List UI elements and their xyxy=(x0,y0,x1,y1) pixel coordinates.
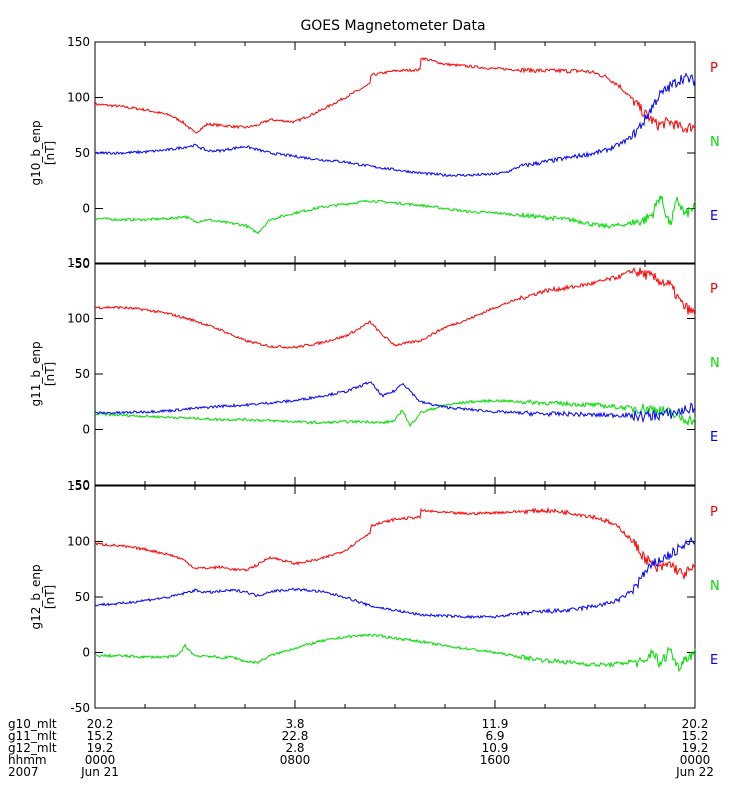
legend-P: P xyxy=(710,282,718,297)
y-tick-label: 150 xyxy=(67,35,90,49)
panel-3: 150 100 50 0 -50 g12_b_enp [nT] P N E xyxy=(29,479,720,715)
footer-value: 20.2 xyxy=(87,717,114,731)
y-tick-label: 100 xyxy=(67,91,90,105)
y-axis-label: g10_b_enp xyxy=(29,120,43,185)
legend-N: N xyxy=(710,135,720,150)
y-tick-label: -50 xyxy=(70,701,90,715)
footer-value: 0000 xyxy=(680,753,711,767)
y-tick-label: 100 xyxy=(67,312,90,326)
series-line-P xyxy=(94,57,696,134)
footer-row-label: hhmm xyxy=(8,753,47,767)
series-line-E xyxy=(94,536,696,620)
series-line-N xyxy=(94,398,696,427)
footer-value: 15.2 xyxy=(87,729,114,743)
footer-row-label: 2007 xyxy=(8,765,39,779)
legend-P: P xyxy=(710,61,718,76)
y-axis-unit: [nT] xyxy=(43,362,57,386)
footer-value: 19.2 xyxy=(87,741,114,755)
footer-value: Jun 22 xyxy=(675,765,714,779)
y-axis-label: g12_b_enp xyxy=(29,564,43,629)
footer-value: Jun 21 xyxy=(80,765,119,779)
footer-value: 3.8 xyxy=(285,717,304,731)
footer-value: 2.8 xyxy=(285,741,304,755)
y-tick-label: -50 xyxy=(70,478,90,492)
y-tick-label: 150 xyxy=(67,479,90,493)
series-line-E xyxy=(94,72,696,178)
panel-frame xyxy=(94,485,696,709)
series-line-E xyxy=(94,381,696,424)
y-tick-label: 150 xyxy=(67,256,90,270)
legend-N: N xyxy=(710,356,720,371)
y-tick-label: 0 xyxy=(82,202,90,216)
legend-E: E xyxy=(710,653,718,668)
chart-title: GOES Magnetometer Data xyxy=(300,18,485,34)
legend-P: P xyxy=(710,505,718,520)
y-tick-label: -50 xyxy=(70,257,90,271)
series-line-N xyxy=(94,195,696,235)
footer-row-label: g11_mlt xyxy=(8,729,57,743)
footer-row-label: g10_mlt xyxy=(8,717,57,731)
legend-N: N xyxy=(710,579,720,594)
footer-value: 20.2 xyxy=(682,717,709,731)
y-axis-label: g11_b_enp xyxy=(29,341,43,406)
series-line-P xyxy=(94,506,696,580)
footer-table: g10_mlt 20.2 3.8 11.9 20.2 g11_mlt 15.2 22.8 6.9… xyxy=(8,717,714,779)
y-axis-unit: [nT] xyxy=(43,585,57,609)
panel-frame xyxy=(94,262,696,486)
footer-value: 0000 xyxy=(85,753,116,767)
y-tick-label: 0 xyxy=(82,423,90,437)
legend-E: E xyxy=(710,430,718,445)
panel-1: 150 100 50 0 -50 g10_b_enp [nT] P N E xyxy=(29,35,720,271)
series-line-N xyxy=(94,633,696,673)
series-line-P xyxy=(94,267,696,349)
y-tick-label: 50 xyxy=(75,367,90,381)
footer-value: 1600 xyxy=(480,753,511,767)
y-axis-unit: [nT] xyxy=(43,141,57,165)
footer-value: 0800 xyxy=(280,753,311,767)
footer-row-label: g12_mlt xyxy=(8,741,57,755)
footer-value: 11.9 xyxy=(482,717,509,731)
panel-2: 150 100 50 0 -50 g11_b_enp [nT] P N E xyxy=(29,256,720,492)
y-tick-label: 50 xyxy=(75,146,90,160)
footer-value: 19.2 xyxy=(682,741,709,755)
footer-value: 22.8 xyxy=(282,729,309,743)
y-tick-label: 100 xyxy=(67,535,90,549)
legend-E: E xyxy=(710,209,718,224)
y-tick-label: 0 xyxy=(82,646,90,660)
y-tick-label: 50 xyxy=(75,590,90,604)
footer-value: 6.9 xyxy=(485,729,504,743)
footer-value: 10.9 xyxy=(482,741,509,755)
footer-value: 15.2 xyxy=(682,729,709,743)
